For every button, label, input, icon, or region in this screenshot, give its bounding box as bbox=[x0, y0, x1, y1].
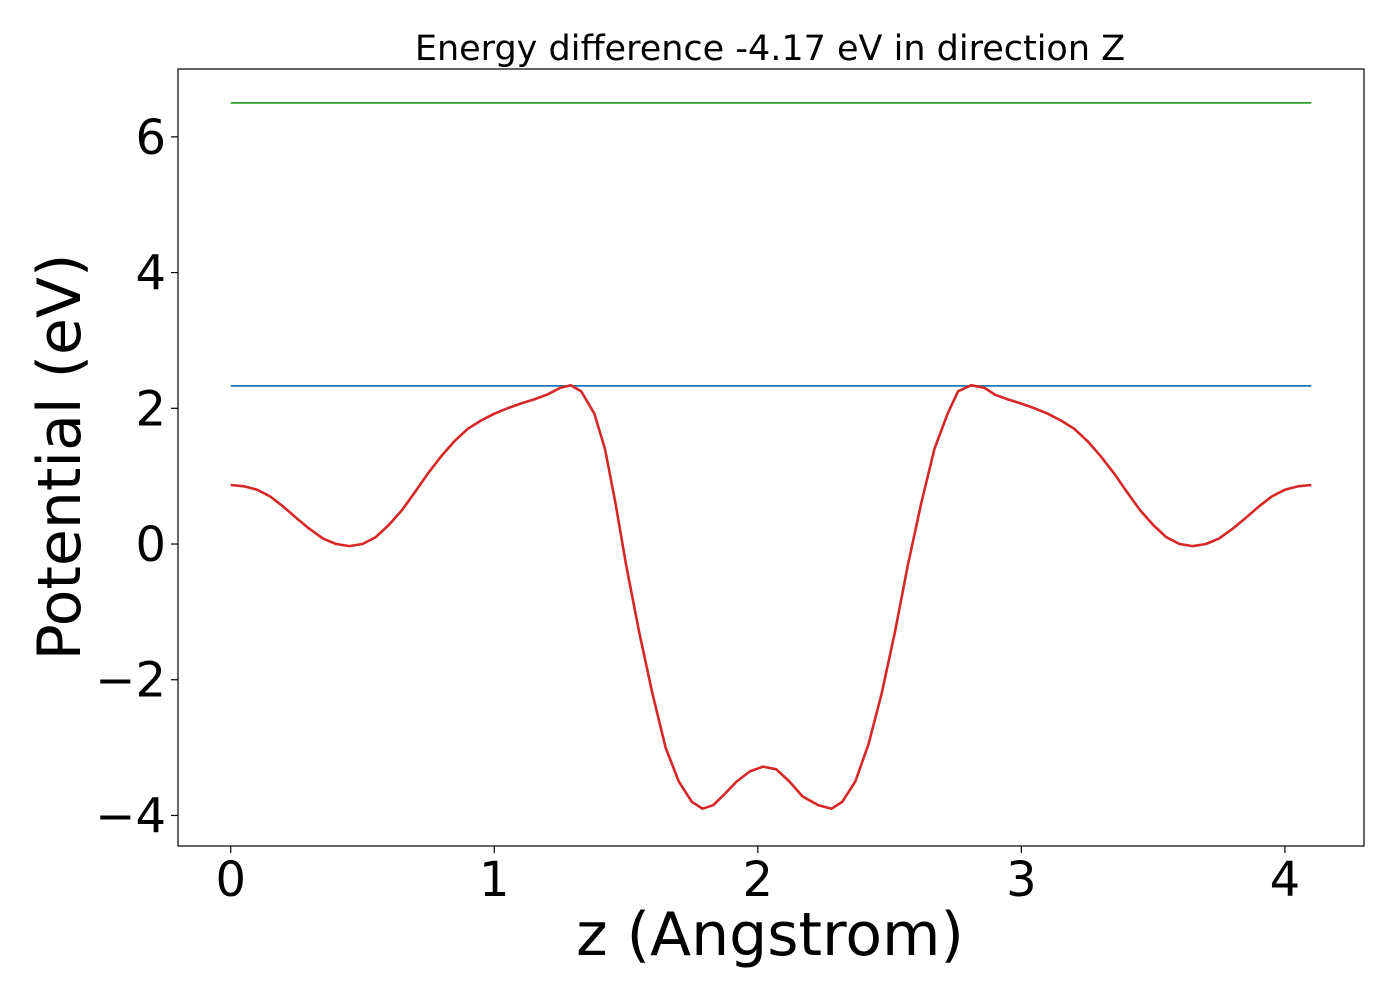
x-tick-label: 0 bbox=[215, 852, 246, 908]
x-tick-label: 4 bbox=[1270, 852, 1301, 908]
y-tick-label: −2 bbox=[95, 653, 166, 709]
x-axis-label: z (Angstrom) bbox=[576, 900, 964, 970]
chart-title: Energy difference -4.17 eV in direction … bbox=[415, 29, 1125, 69]
y-axis-label: Potential (eV) bbox=[25, 254, 95, 661]
y-tick-label: 2 bbox=[135, 381, 166, 437]
x-axis-ticks: 0 1 2 3 4 bbox=[215, 846, 1300, 908]
y-tick-label: −4 bbox=[95, 788, 166, 844]
x-tick-label: 3 bbox=[1006, 852, 1037, 908]
y-tick-label: 6 bbox=[135, 110, 166, 166]
x-tick-label: 1 bbox=[479, 852, 510, 908]
plot-area-frame bbox=[177, 68, 1365, 847]
y-tick-label: 0 bbox=[135, 517, 166, 573]
y-axis-ticks: −4 −2 0 2 4 6 bbox=[95, 110, 178, 844]
potential-curve bbox=[230, 383, 1312, 811]
x-tick-label: 2 bbox=[743, 852, 774, 908]
y-tick-label: 4 bbox=[135, 246, 166, 302]
series-layer bbox=[230, 102, 1312, 811]
